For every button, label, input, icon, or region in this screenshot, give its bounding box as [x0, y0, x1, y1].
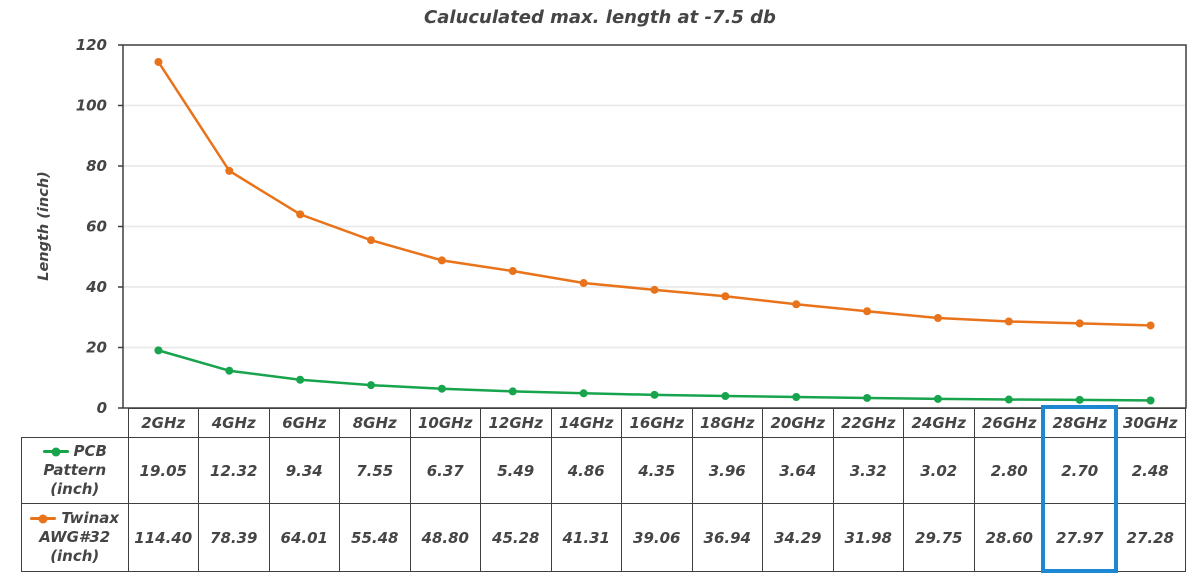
data-point [721, 392, 730, 401]
value-cell: 9.34 [268, 437, 340, 504]
data-point [933, 314, 942, 323]
category-header: 30GHz [1114, 408, 1186, 438]
value-cell: 29.75 [903, 503, 975, 572]
value-cell: 41.31 [550, 503, 622, 572]
value-cell: 64.01 [268, 503, 340, 572]
data-point [437, 384, 446, 393]
value-cell: 28.60 [973, 503, 1045, 572]
value-cell: 7.55 [339, 437, 411, 504]
chart-title: Caluculated max. length at -7.5 db [424, 7, 776, 28]
value-cell: 27.97 [1044, 503, 1116, 572]
data-point [650, 285, 659, 294]
data-table: 2GHz 4GHz 6GHz 8GHz 10GHz 12GHz 14GHz 16GHz 18GH… [21, 408, 1186, 572]
category-header: 20GHz [762, 408, 834, 438]
data-point [863, 393, 872, 402]
value-cell: 19.05 [127, 437, 199, 504]
value-cell: 39.06 [621, 503, 693, 572]
data-point [154, 57, 163, 66]
value-cell: 31.98 [832, 503, 904, 572]
data-point [1075, 319, 1084, 328]
data-point [863, 307, 872, 316]
value-cell: 3.64 [762, 437, 834, 504]
data-point [721, 292, 730, 301]
y-axis-label: Length (inch) [36, 171, 52, 281]
value-cell: 48.80 [409, 503, 481, 572]
data-point [579, 389, 588, 398]
value-cell: 2.48 [1114, 437, 1186, 504]
category-header: 28GHz [1044, 408, 1116, 438]
legend-line-marker-icon [30, 514, 57, 523]
category-header: 4GHz [198, 408, 270, 438]
value-cell: 34.29 [762, 503, 834, 572]
data-point [1004, 395, 1013, 404]
value-cell: 114.40 [127, 503, 199, 572]
value-cell: 6.37 [409, 437, 481, 504]
data-point [367, 381, 376, 390]
category-header: 6GHz [268, 408, 340, 438]
category-header: 18GHz [691, 408, 763, 438]
y-tick-label: 60 [86, 218, 107, 236]
data-point [154, 346, 163, 355]
value-cell: 3.32 [832, 437, 904, 504]
value-cell: 3.02 [903, 437, 975, 504]
data-point [296, 210, 305, 219]
category-header: 8GHz [339, 408, 411, 438]
value-cell: 4.86 [550, 437, 622, 504]
value-cell: 2.70 [1044, 437, 1116, 504]
data-point [933, 394, 942, 403]
data-point [508, 267, 517, 276]
data-point [437, 256, 446, 265]
value-cell: 78.39 [198, 503, 270, 572]
y-tick-label: 120 [76, 36, 107, 54]
category-header: 14GHz [550, 408, 622, 438]
category-header: 10GHz [409, 408, 481, 438]
data-point [792, 392, 801, 401]
category-header: 2GHz [127, 408, 199, 438]
y-tick-label: 0 [97, 399, 107, 417]
category-header: 26GHz [973, 408, 1045, 438]
data-point [1146, 321, 1155, 330]
data-point [1146, 396, 1155, 405]
data-point [579, 279, 588, 288]
category-header: 24GHz [903, 408, 975, 438]
data-point [225, 166, 234, 175]
value-cell: 12.32 [198, 437, 270, 504]
y-tick-label: 100 [76, 97, 107, 115]
y-tick-label: 80 [86, 157, 107, 175]
data-point [508, 387, 517, 396]
data-point [1075, 395, 1084, 404]
y-tick-label: 40 [85, 278, 107, 296]
category-header: 22GHz [832, 408, 904, 438]
data-point [650, 390, 659, 399]
legend-label: Twinax AWG#32 (inch) [39, 509, 120, 565]
value-cell: 45.28 [480, 503, 552, 572]
value-cell: 5.49 [480, 437, 552, 504]
legend-cell-twinax: Twinax AWG#32 (inch) [21, 503, 129, 572]
legend-label: PCB Pattern (inch) [43, 442, 107, 498]
data-point [225, 366, 234, 375]
legend-line-marker-icon [42, 447, 69, 456]
data-point [367, 236, 376, 245]
category-header: 16GHz [621, 408, 693, 438]
y-tick-label: 20 [86, 339, 107, 357]
value-cell: 27.28 [1114, 503, 1186, 572]
value-cell: 2.80 [973, 437, 1045, 504]
table-corner-spacer [22, 409, 129, 438]
legend-cell-pcb: PCB Pattern (inch) [21, 437, 129, 504]
value-cell: 36.94 [691, 503, 763, 572]
category-header: 12GHz [480, 408, 552, 438]
value-cell: 55.48 [339, 503, 411, 572]
value-cell: 3.96 [691, 437, 763, 504]
data-point [1004, 317, 1013, 326]
data-point [792, 300, 801, 309]
data-point [296, 375, 305, 384]
value-cell: 4.35 [621, 437, 693, 504]
